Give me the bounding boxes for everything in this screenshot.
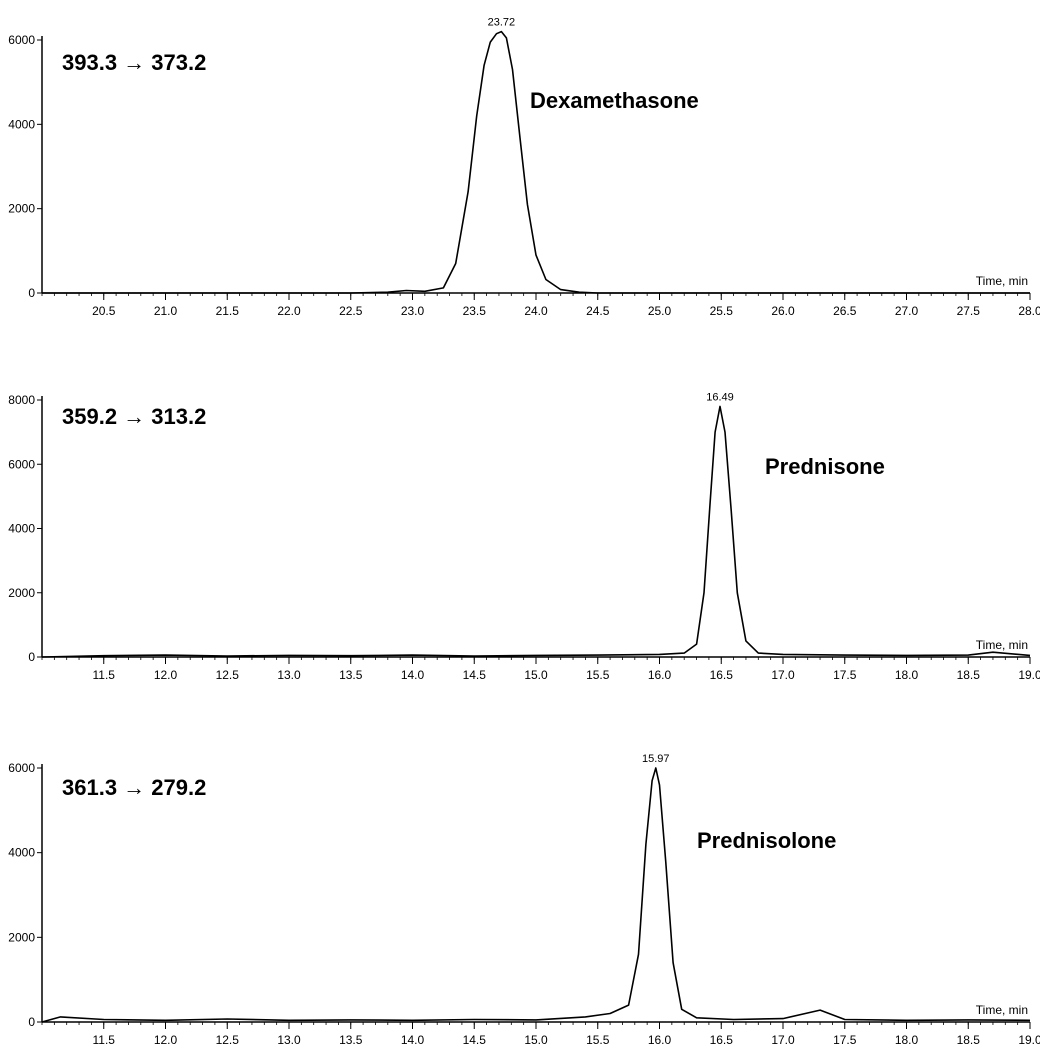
x-tick-label: 22.0 (277, 304, 301, 318)
x-tick-label: 23.0 (401, 304, 425, 318)
x-tick-label: 15.0 (524, 668, 548, 682)
x-tick-label: 18.0 (895, 668, 919, 682)
mrm-transition-label: 393.3 → 373.2 (62, 50, 206, 75)
x-tick-label: 17.5 (833, 1033, 857, 1047)
x-tick-label: 15.5 (586, 668, 610, 682)
x-axis-title: Time, min (976, 638, 1028, 652)
y-tick-label: 4000 (8, 846, 35, 860)
x-tick-label: 15.5 (586, 1033, 610, 1047)
compound-label: Prednisolone (697, 828, 836, 853)
chromatogram-panel-1: 0 2000 4000 6000 20.5 21.0 21.5 22.0 22.5 23.0 23.… (8, 17, 1040, 318)
x-tick-label: 15.0 (524, 1033, 548, 1047)
x-tick-label: 14.5 (463, 668, 487, 682)
compound-label: Prednisone (765, 454, 885, 479)
x-tick-label: 27.5 (957, 304, 981, 318)
y-tick-label: 4000 (8, 522, 35, 536)
x-tick-label: 14.0 (401, 668, 425, 682)
x-tick-label: 24.5 (586, 304, 610, 318)
chromatogram-panel-3: 0 2000 4000 6000 11.5 12.0 12.5 13.0 13.5 14.0 14.… (8, 753, 1040, 1047)
x-tick-label: 21.0 (154, 304, 178, 318)
x-tick-label: 17.0 (771, 1033, 795, 1047)
x-tick-label: 18.0 (895, 1033, 919, 1047)
y-tick-label: 6000 (8, 761, 35, 775)
y-tick-label: 2000 (8, 586, 35, 600)
x-tick-label: 16.5 (710, 1033, 734, 1047)
chromatogram-panel-2: 0 2000 4000 6000 8000 11.5 12.0 12.5 13.0 13.5 14.… (8, 391, 1040, 682)
x-tick-label: 14.0 (401, 1033, 425, 1047)
x-tick-label: 16.0 (648, 1033, 672, 1047)
x-axis-title: Time, min (976, 1003, 1028, 1017)
x-tick-label: 13.5 (339, 1033, 363, 1047)
mrm-transition-label: 359.2 → 313.2 (62, 404, 206, 429)
y-tick-label: 4000 (8, 117, 35, 131)
y-tick-label: 0 (28, 1015, 35, 1029)
x-tick-label: 12.5 (216, 668, 240, 682)
x-tick-label: 25.0 (648, 304, 672, 318)
y-tick-label: 6000 (8, 33, 35, 47)
x-tick-label: 11.5 (93, 1033, 116, 1047)
x-tick-label: 13.0 (277, 1033, 301, 1047)
x-tick-label: 17.0 (771, 668, 795, 682)
compound-label: Dexamethasone (530, 88, 699, 113)
y-tick-label: 2000 (8, 930, 35, 944)
x-tick-label: 17.5 (833, 668, 857, 682)
mrm-transition-label: 361.3 → 279.2 (62, 775, 206, 800)
x-tick-label: 28.0 (1018, 304, 1040, 318)
x-tick-label: 27.0 (895, 304, 919, 318)
peak-retention-label: 23.72 (488, 17, 516, 29)
x-tick-label: 24.0 (524, 304, 548, 318)
y-tick-label: 0 (28, 650, 35, 664)
x-tick-label: 12.0 (154, 668, 178, 682)
chromatogram-trace (42, 30, 1030, 294)
x-tick-label: 12.5 (216, 1033, 240, 1047)
x-axis-title: Time, min (976, 274, 1028, 288)
chromatogram-trace (41, 767, 1031, 1023)
chromatogram-trace (41, 405, 1031, 658)
x-tick-label: 21.5 (216, 304, 240, 318)
x-tick-label: 12.0 (154, 1033, 178, 1047)
x-tick-label: 20.5 (92, 304, 116, 318)
y-tick-label: 2000 (8, 202, 35, 216)
x-tick-label: 18.5 (957, 668, 981, 682)
x-tick-label: 19.0 (1018, 1033, 1040, 1047)
x-tick-label: 16.5 (710, 668, 734, 682)
y-tick-label: 8000 (8, 393, 35, 407)
x-tick-label: 13.0 (277, 668, 301, 682)
peak-retention-label: 16.49 (706, 391, 734, 403)
x-tick-label: 13.5 (339, 668, 363, 682)
x-tick-label: 11.5 (93, 668, 116, 682)
x-tick-label: 26.0 (771, 304, 795, 318)
x-tick-label: 26.5 (833, 304, 857, 318)
x-tick-label: 16.0 (648, 668, 672, 682)
peak-retention-label: 15.97 (642, 753, 670, 765)
x-tick-label: 25.5 (710, 304, 734, 318)
x-tick-label: 18.5 (957, 1033, 981, 1047)
x-tick-label: 23.5 (463, 304, 487, 318)
x-tick-label: 19.0 (1018, 668, 1040, 682)
x-tick-label: 14.5 (463, 1033, 487, 1047)
x-tick-label: 22.5 (339, 304, 363, 318)
y-tick-label: 6000 (8, 457, 35, 471)
y-tick-label: 0 (28, 286, 35, 300)
